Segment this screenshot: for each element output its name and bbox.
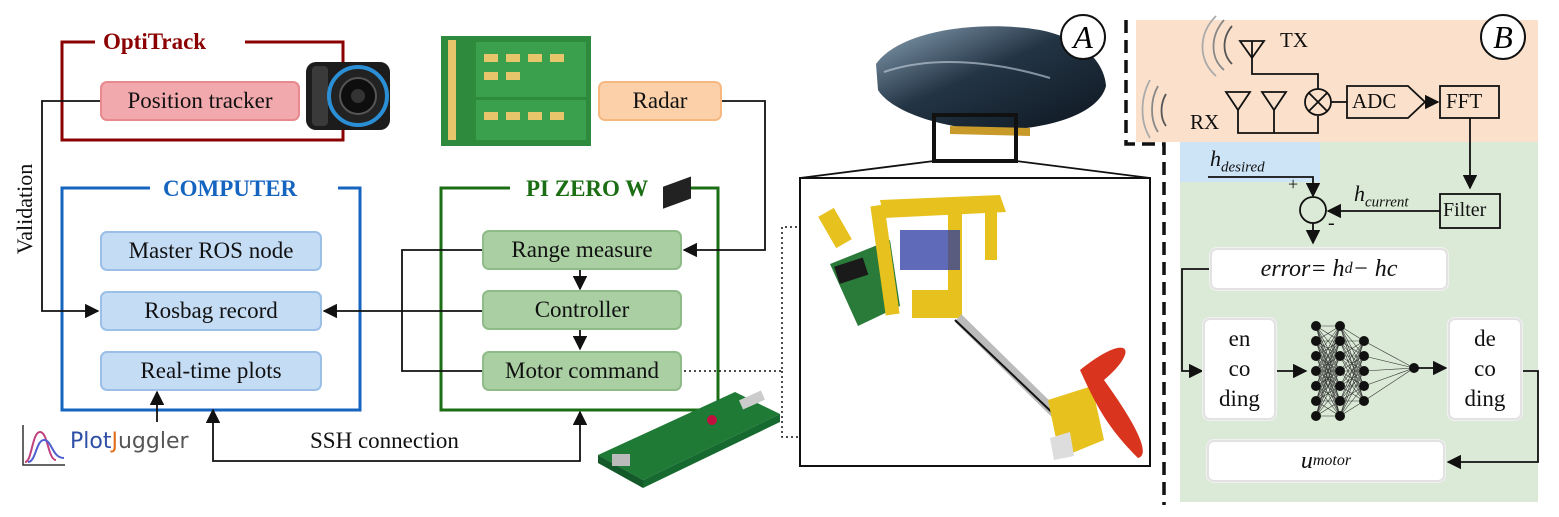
ssh-connection-arrow [205, 408, 588, 462]
nn-node [1335, 366, 1345, 376]
radar-to-range-arrow [682, 100, 766, 258]
nn-node [1335, 396, 1345, 406]
nn-node [1409, 363, 1419, 373]
hardware-photo-image [818, 195, 1143, 460]
master-ros-node: Master ROS node [100, 231, 322, 271]
nn-node [1359, 366, 1369, 376]
optitrack-title: OptiTrack [95, 29, 215, 55]
optitrack-frame [60, 40, 345, 142]
nn-node [1311, 381, 1321, 391]
radar-node: Radar [598, 81, 722, 121]
plus-sign: + [1288, 174, 1299, 194]
pi-title: PI ZERO W [518, 176, 657, 202]
nn-edge [1363, 340, 1415, 369]
panel-label-b: B [1480, 14, 1526, 60]
pi-zero-image [598, 176, 780, 488]
nn-node [1311, 366, 1321, 376]
nn-edge [1315, 325, 1341, 372]
nn-edge [1315, 355, 1341, 417]
h-current-label: hcurrent [1354, 181, 1409, 211]
nn-node [1311, 321, 1321, 331]
plotjuggler-logo-icon [22, 425, 65, 466]
tx-label: TX [1280, 28, 1308, 52]
range-measure-node: Range measure [482, 230, 682, 270]
nn-node [1311, 351, 1321, 361]
nn-edge [1315, 370, 1341, 417]
nn-edge [1315, 385, 1341, 417]
control-drawing [1181, 176, 1539, 470]
panel-separator [1124, 20, 1166, 505]
radar-chain-drawing [1141, 15, 1500, 190]
validation-label: Validation [12, 163, 37, 255]
nn-edge [1363, 367, 1415, 402]
pi-bus-line [401, 249, 482, 372]
nn-edge [1339, 370, 1365, 417]
validation-arrow [41, 100, 100, 319]
plotjuggler-wordmark: PlotJuggler [70, 429, 189, 454]
controller-node: Controller [482, 290, 682, 330]
rosbag-record-node: Rosbag record [100, 291, 322, 331]
nn-node [1359, 351, 1369, 361]
optitrack-camera-image [306, 62, 390, 130]
plotjuggler-part3: uggler [117, 429, 189, 454]
position-tracker-node: Position tracker [100, 81, 300, 121]
nn-node [1359, 336, 1369, 346]
zoom-box [932, 113, 1018, 163]
nn-node [1311, 336, 1321, 346]
nn-edge [1339, 355, 1365, 417]
h-desired-label: hdesired [1210, 146, 1265, 176]
nn-edge [1339, 340, 1365, 372]
minus-sign: - [1328, 212, 1335, 234]
nn-edge [1363, 367, 1415, 387]
motor-command-dotted-1 [684, 221, 828, 372]
nn-edge [1339, 385, 1365, 417]
realtime-plots-node: Real-time plots [100, 351, 322, 391]
decoding-node: de co ding [1448, 318, 1522, 420]
motor-command-node: Motor command [482, 351, 682, 391]
nn-node [1335, 351, 1345, 361]
nn-node [1335, 411, 1345, 421]
nn-node [1335, 321, 1345, 331]
nn-edge [1315, 325, 1341, 387]
h-desired-highlight [1180, 142, 1320, 182]
u-motor-node: u motor [1207, 440, 1445, 482]
adc-label: ADC [1352, 89, 1397, 113]
ssh-connection-label: SSH connection [310, 428, 459, 453]
nn-edge [1339, 340, 1365, 387]
nn-edge [1315, 325, 1341, 357]
nn-node [1359, 381, 1369, 391]
rx-label: RX [1190, 110, 1220, 134]
nn-node [1311, 396, 1321, 406]
nn-node [1311, 411, 1321, 421]
blimp-image [876, 26, 1106, 136]
fft-label: FFT [1446, 89, 1483, 113]
nn-node [1359, 396, 1369, 406]
radar-board-image [441, 36, 591, 146]
filter-label: Filter [1443, 199, 1487, 221]
nn-edge [1363, 367, 1415, 372]
nn-node [1335, 336, 1345, 346]
zoom-projection-lines [799, 160, 1151, 179]
nn-edge [1339, 340, 1365, 402]
panel-label-a: A [1060, 14, 1106, 60]
encoding-node: en co ding [1203, 318, 1276, 420]
computer-title: COMPUTER [155, 176, 306, 202]
plotjuggler-part2: J [111, 429, 118, 454]
plotjuggler-part1: Plot [70, 429, 112, 454]
plotjuggler-logo: PlotJuggler [20, 422, 210, 468]
nn-edge [1363, 355, 1415, 369]
neural-network [1311, 321, 1419, 421]
nn-node [1335, 381, 1345, 391]
